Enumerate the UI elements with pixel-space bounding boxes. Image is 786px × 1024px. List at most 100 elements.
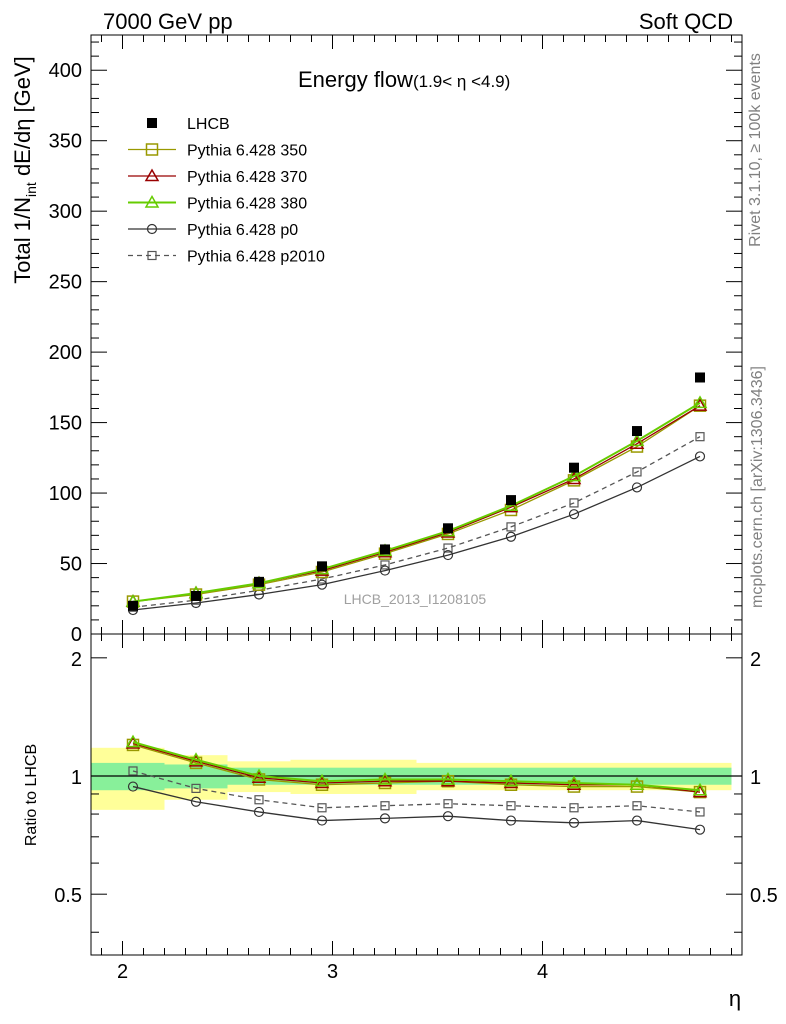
ratio-point	[569, 803, 579, 813]
legend-label: Pythia 6.428 p0	[187, 222, 298, 239]
ratio-point	[188, 752, 204, 766]
analysis-watermark: LHCB_2013_I1208105	[344, 591, 487, 607]
data-point	[568, 509, 580, 520]
ratio-series-pythia-6-428-p2010	[128, 766, 705, 817]
ratio-line	[132, 741, 701, 792]
main-y-tick-label: 150	[49, 413, 82, 435]
legend-label: Pythia 6.428 370	[187, 169, 307, 186]
ratio-point	[251, 768, 267, 782]
ratio-point	[314, 773, 330, 787]
ratio-line	[132, 785, 701, 831]
legend-item: Pythia 6.428 p2010	[128, 249, 325, 266]
data-point	[379, 565, 391, 576]
x-tick-label: 4	[537, 961, 548, 983]
ratio-y-axis-label: Ratio to LHCB	[23, 744, 40, 846]
series-pythia-6-428-p2010	[128, 432, 705, 612]
series-line	[132, 405, 701, 603]
ratio-point	[125, 734, 141, 748]
main-y-tick-label: 250	[49, 272, 82, 294]
main-y-tick-label: 100	[49, 483, 82, 505]
ratio-point	[254, 795, 264, 805]
data-point	[632, 426, 642, 437]
data-point	[191, 590, 201, 601]
x-tick-label: 2	[117, 961, 128, 983]
ratio-point	[443, 799, 453, 809]
ratio-point	[568, 817, 580, 828]
data-point	[506, 522, 516, 532]
legend-item: Pythia 6.428 350	[128, 143, 307, 160]
data-point	[566, 468, 582, 482]
series-line	[132, 455, 701, 611]
main-panel: 0 50 100 150 200 250 300 350 400	[49, 34, 743, 646]
main-y-tick-label: 300	[49, 201, 82, 223]
series-pythia-6-428-350	[126, 399, 707, 608]
data-point	[695, 432, 705, 442]
ratio-y-tick-label: 1	[71, 767, 82, 789]
data-point	[128, 600, 138, 611]
legend: LHCB Pythia 6.428 350 Pythia 6.428 370 Pyth…	[128, 116, 325, 266]
x-tick-label: 3	[327, 961, 338, 983]
legend-label: Pythia 6.428 380	[187, 196, 307, 213]
legend-marker	[147, 250, 157, 261]
ratio-series-pythia-6-428-380	[125, 734, 708, 796]
series-line	[132, 402, 701, 603]
ratio-point	[379, 813, 391, 824]
ratio-line	[132, 744, 701, 793]
ratio-point	[314, 775, 330, 789]
legend-item: Pythia 6.428 p0	[128, 222, 298, 239]
ratio-point	[695, 807, 705, 817]
ratio-point	[694, 824, 706, 835]
ratio-point	[506, 801, 516, 811]
data-point	[695, 372, 705, 383]
main-y-tick-label: 350	[49, 131, 82, 153]
x-axis-label: η	[729, 986, 741, 1011]
data-point	[443, 523, 453, 534]
ratio-point	[566, 775, 582, 789]
data-point	[442, 549, 454, 561]
ratio-point	[253, 806, 265, 818]
ratio-point	[127, 781, 139, 792]
legend-item: Pythia 6.428 370	[128, 168, 307, 186]
ratio-point	[191, 783, 201, 793]
data-point	[694, 451, 706, 462]
main-y-tick-label: 400	[49, 60, 82, 82]
legend-marker	[144, 168, 160, 182]
ratio-point	[377, 771, 393, 785]
data-point	[631, 482, 643, 493]
data-point	[692, 395, 708, 409]
ratio-point	[316, 815, 328, 826]
ratio-panel: 0.5 0.5 1 1 2 2 2 3 4	[54, 633, 778, 983]
ratio-point	[380, 801, 390, 811]
ratio-series-pythia-6-428-p0	[127, 781, 706, 835]
main-y-tick-label: 0	[71, 624, 82, 646]
ratio-point	[505, 815, 517, 826]
ratio-point	[630, 780, 644, 793]
data-point	[629, 433, 645, 447]
header-right: Soft QCD	[639, 9, 733, 34]
data-point	[569, 498, 579, 508]
legend-marker	[147, 118, 157, 128]
ratio-point	[629, 777, 645, 791]
data-point	[569, 462, 579, 473]
data-point	[506, 495, 516, 506]
ratio-point	[442, 811, 454, 822]
legend-marker	[146, 223, 158, 235]
header-left: 7000 GeV pp	[103, 9, 233, 34]
data-point	[254, 576, 264, 587]
series-line	[132, 405, 701, 603]
main-y-tick-label: 200	[49, 342, 82, 364]
ratio-point	[692, 784, 708, 798]
ratio-point	[317, 803, 327, 813]
ratio-point	[692, 782, 708, 796]
data-point	[380, 560, 390, 570]
ratio-point	[440, 771, 456, 785]
main-y-axis-label: Total 1/Nint dE/dη [GeV]	[10, 56, 39, 284]
ratio-point	[503, 773, 519, 787]
data-point	[380, 544, 390, 555]
data-point	[317, 561, 327, 572]
legend-marker	[145, 143, 159, 156]
legend-label: Pythia 6.428 p2010	[187, 249, 325, 266]
data-point	[632, 467, 642, 477]
series-pythia-6-428-370	[125, 398, 708, 607]
ratio-y-tick-label-right: 2	[750, 649, 761, 671]
